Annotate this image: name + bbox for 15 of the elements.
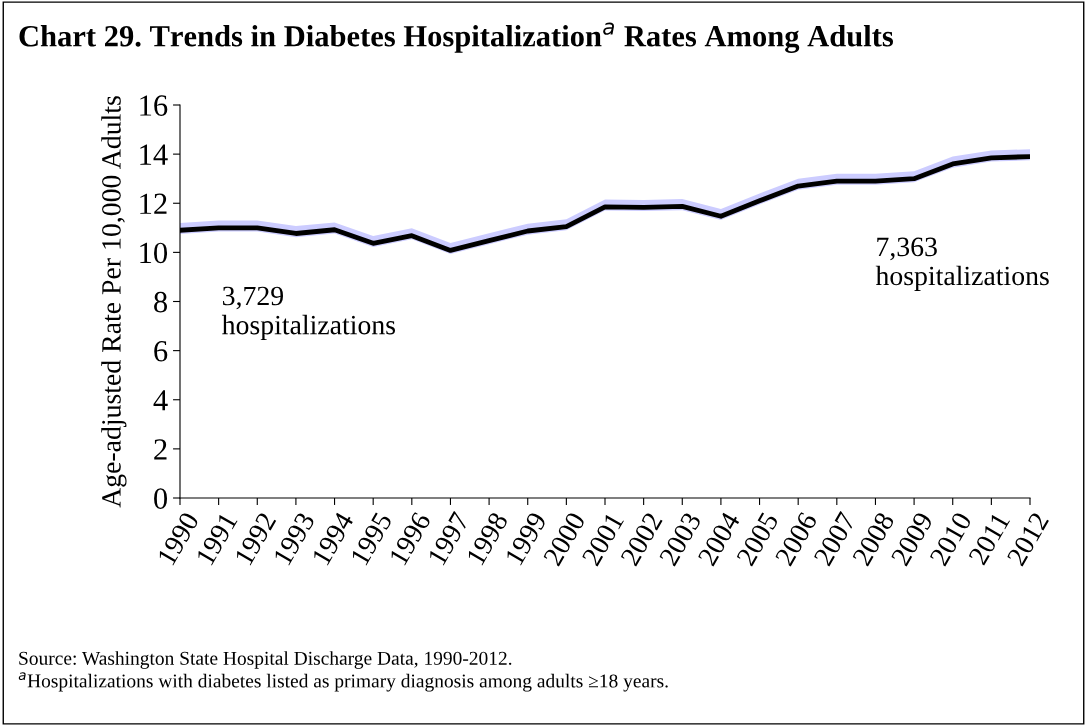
text: $^{a}$Hospitalizations with diabetes listed as primary diagnosis among adults ≥18 years. (18, 672, 668, 692)
y-tick-label: 0 (154, 488, 168, 509)
y-tick-label: 10 (140, 242, 168, 264)
y-tick-label: 8 (154, 291, 168, 313)
annotation: 3,729 hospitalizations (221, 286, 396, 341)
y-tick-label: 4 (153, 390, 168, 411)
y-tick-label: 12 (140, 193, 167, 214)
y-tick-label: 6 (154, 340, 168, 362)
y-tick-label: 16 (140, 95, 168, 116)
y-tick-label: 2 (154, 439, 167, 460)
y-tick-label: 14 (140, 144, 168, 165)
annotation: 7,363 hospitalizations (875, 237, 1049, 291)
source-note: Source: Washington State Hospital Discharge Data, 1990-2012. (19, 651, 512, 669)
chart-title: Chart 29. Trends in Diabetes Hospitalization$^{a}$ Rates Among Adults (19, 22, 894, 53)
y-axis-title: Age-adjusted Rate Per 10,000 Adults (101, 96, 127, 508)
